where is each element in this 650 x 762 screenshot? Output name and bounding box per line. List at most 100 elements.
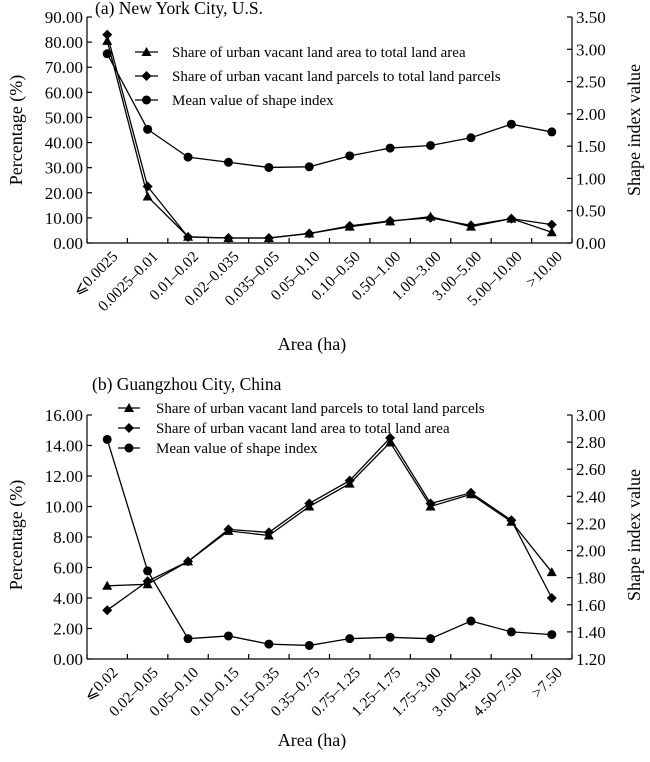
panel-a-point-diamond <box>102 29 113 40</box>
panel-b-point-diamond <box>183 556 194 567</box>
panel-a-category-label: >10.00 <box>523 248 566 291</box>
panel-b-left-tick-label: 8.00 <box>53 528 83 547</box>
panel-a-point-diamond <box>223 232 234 243</box>
panel-a-legend-marker-triangle <box>141 47 152 56</box>
panel-a-right-tick-label: 1.50 <box>576 137 606 156</box>
panel-a-x-axis-title: Area (ha) <box>278 334 346 355</box>
panel-b-right-tick-label: 2.00 <box>576 542 606 561</box>
panel-b-point-triangle <box>546 567 557 577</box>
panel-a-right-tick-label: 0.50 <box>576 202 606 221</box>
panel-b-point-circle <box>466 616 476 626</box>
panel-a-point-circle <box>264 162 274 172</box>
panel-b-point-diamond <box>304 498 315 509</box>
panel-b-point-diamond <box>223 524 234 535</box>
panel-a-point-diamond <box>183 231 194 242</box>
panel-a-point-circle <box>143 124 153 134</box>
panel-b-legend-label: Share of urban vacant land parcels to to… <box>156 401 485 417</box>
panel-a-right-tick-label: 2.00 <box>576 105 606 124</box>
panel-a-point-triangle <box>546 227 557 237</box>
panel-a-title: (a) New York City, U.S. <box>95 0 263 18</box>
panel-b-point-circle <box>426 634 436 644</box>
panel-b-point-diamond <box>263 527 274 538</box>
panel-b-point-diamond <box>142 576 153 587</box>
panel-a-left-tick-label: 30.00 <box>45 159 83 178</box>
panel-a-left-tick-label: 10.00 <box>45 209 83 228</box>
panel-b-right-tick-label: 1.40 <box>576 623 606 642</box>
panel-b-point-diamond <box>546 593 557 603</box>
panel-b-point-circle <box>102 434 112 444</box>
panel-a-left-axis-title: Percentage (%) <box>6 75 27 185</box>
panel-b-right-tick-label: 2.60 <box>576 460 606 479</box>
panel-a-left-tick-label: 0.00 <box>53 234 83 253</box>
panel-a-point-circle <box>102 49 112 59</box>
panel-a-left-tick-label: 90.00 <box>45 8 83 27</box>
panel-b-legend-label: Mean value of shape index <box>156 441 318 457</box>
panel-b-point-circle <box>264 639 274 649</box>
panel-a-right-tick-label: 1.00 <box>576 169 606 188</box>
panel-b-point-circle <box>345 634 355 644</box>
panel-b-left-tick-label: 16.00 <box>45 406 83 425</box>
panel-b-point-circle <box>547 630 557 640</box>
panel-a-point-circle <box>506 119 516 129</box>
panel-b-point-diamond <box>465 487 476 498</box>
panel-a-point-diamond <box>385 215 396 226</box>
panel-a-point-diamond <box>263 232 274 243</box>
panel-b-left-tick-label: 2.00 <box>53 620 83 639</box>
panel-b-left-tick-label: 12.00 <box>45 467 83 486</box>
panel-b-right-tick-label: 2.80 <box>576 433 606 452</box>
panel-b-right-axis-title: Shape index value <box>624 469 644 601</box>
panel-b-title: (b) Guangzhou City, China <box>92 374 282 394</box>
panel-b-right-tick-label: 2.20 <box>576 514 606 533</box>
panel-a-point-diamond <box>142 181 153 192</box>
panel-a-right-tick-label: 3.50 <box>576 8 606 27</box>
panel-b-left-tick-label: 4.00 <box>53 589 83 608</box>
panel-b-series-line-circle <box>106 439 552 647</box>
panel-a-left-tick-label: 70.00 <box>45 58 83 77</box>
panel-b-point-diamond <box>102 605 113 616</box>
panel-a-point-circle <box>466 133 476 143</box>
panel-b-left-tick-label: 0.00 <box>53 650 83 669</box>
panel-b-point-circle <box>304 640 314 650</box>
panel-a-legend-marker-diamond <box>141 71 152 81</box>
panel-b-point-circle <box>506 627 516 637</box>
panel-a-left-tick-label: 20.00 <box>45 184 83 203</box>
panel-b-point-circle <box>223 631 233 641</box>
panel-b-point-circle <box>385 632 395 642</box>
panel-b-left-axis-title: Percentage (%) <box>6 480 27 590</box>
panel-a-point-circle <box>223 157 233 167</box>
panel-a-left-tick-label: 40.00 <box>45 134 83 153</box>
panel-a-series-line-circle <box>106 53 552 169</box>
panel-a-right-tick-label: 0.00 <box>576 234 606 253</box>
panel-a-point-circle <box>304 162 314 172</box>
panel-b-legend-label: Share of urban vacant land area to total… <box>156 421 450 437</box>
panel-a-legend-marker-circle <box>142 95 151 105</box>
panel-a-point-circle <box>385 143 395 153</box>
panel-b-point-diamond <box>385 432 396 443</box>
panel-b-right-tick-label: 1.20 <box>576 650 606 669</box>
panel-a-right-tick-label: 2.50 <box>576 73 606 92</box>
panel-a-point-circle <box>547 127 557 137</box>
panel-a-right-tick-label: 3.00 <box>576 40 606 59</box>
panel-a-legend-label: Mean value of shape index <box>172 93 334 109</box>
panel-b-point-circle <box>143 566 153 576</box>
panel-a-point-diamond <box>344 220 355 231</box>
panel-b-right-tick-label: 2.40 <box>576 487 606 506</box>
panel-a-right-axis-title: Shape index value <box>624 64 644 196</box>
panel-b-x-axis-title: Area (ha) <box>278 730 346 751</box>
panel-b-right-tick-label: 3.00 <box>576 406 606 425</box>
panel-b-left-tick-label: 14.00 <box>45 437 83 456</box>
panel-a-point-triangle <box>142 191 153 201</box>
panel-a-point-circle <box>345 151 355 161</box>
panel-b-left-tick-label: 10.00 <box>45 498 83 517</box>
panel-a-series-line-diamond <box>106 34 552 239</box>
panel-b-point-circle <box>183 634 193 644</box>
panel-a-legend-label: Share of urban vacant land parcels to to… <box>172 69 501 85</box>
panel-a-left-tick-label: 80.00 <box>45 33 83 52</box>
panel-b-right-tick-label: 1.80 <box>576 569 606 588</box>
panel-a-left-tick-label: 60.00 <box>45 83 83 102</box>
panel-a-point-diamond <box>546 219 557 230</box>
panel-b-legend-marker-circle <box>124 443 134 453</box>
panel-a-point-circle <box>183 152 193 162</box>
panel-b-legend-marker-diamond <box>124 423 134 433</box>
